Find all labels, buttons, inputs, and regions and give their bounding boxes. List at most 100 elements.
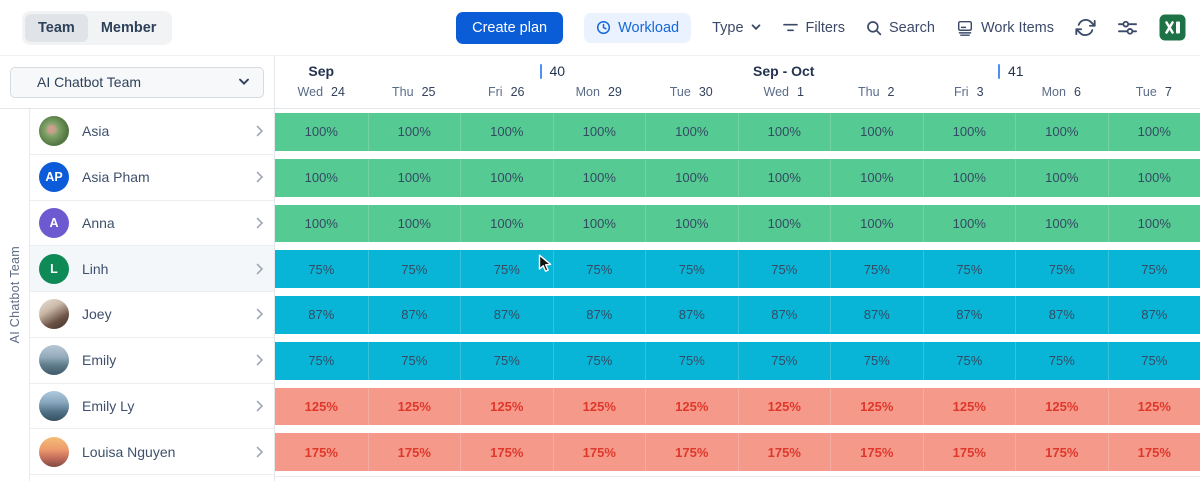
chevron-right-icon[interactable]: [254, 215, 266, 231]
filters-button[interactable]: Filters: [782, 20, 845, 36]
workload-cell[interactable]: 87%: [367, 296, 461, 334]
workload-cell[interactable]: 100%: [830, 204, 923, 243]
workload-cell[interactable]: 87%: [830, 296, 923, 334]
member-row[interactable]: L Linh: [30, 246, 274, 292]
workload-cell[interactable]: 100%: [460, 158, 553, 197]
workload-cell[interactable]: 87%: [737, 296, 831, 334]
member-row[interactable]: Asia: [30, 109, 274, 155]
workload-cell[interactable]: 100%: [922, 204, 1016, 243]
workload-cell[interactable]: 175%: [922, 433, 1016, 471]
workload-cell[interactable]: 100%: [304, 170, 338, 186]
type-dropdown[interactable]: Type: [712, 20, 760, 36]
workload-cell[interactable]: 125%: [1107, 387, 1200, 426]
workload-cell[interactable]: 175%: [1107, 433, 1200, 471]
workload-cell[interactable]: 125%: [1015, 387, 1108, 426]
workload-cell[interactable]: 100%: [737, 204, 831, 243]
workload-cell[interactable]: 100%: [1107, 204, 1200, 243]
workload-toggle[interactable]: Workload: [584, 12, 692, 43]
workload-cell[interactable]: 100%: [460, 204, 553, 243]
workload-cell[interactable]: 75%: [308, 261, 335, 277]
workload-cell[interactable]: 87%: [460, 296, 553, 334]
chevron-right-icon[interactable]: [254, 123, 266, 139]
workload-cell[interactable]: 75%: [460, 250, 553, 288]
workload-cell[interactable]: 100%: [367, 113, 461, 151]
member-row[interactable]: A Anna: [30, 200, 274, 247]
member-row[interactable]: Emily: [30, 337, 274, 384]
workload-cell[interactable]: 100%: [552, 158, 646, 197]
member-row[interactable]: Joey: [30, 292, 274, 338]
workload-cell[interactable]: 100%: [552, 204, 646, 243]
workload-cell[interactable]: 100%: [645, 158, 738, 197]
workload-cell[interactable]: 100%: [1107, 158, 1200, 197]
chevron-right-icon[interactable]: [254, 306, 266, 322]
create-plan-button[interactable]: Create plan: [456, 11, 564, 44]
workload-cell[interactable]: 75%: [308, 353, 335, 369]
workload-cell[interactable]: 87%: [552, 296, 646, 334]
workload-cell[interactable]: 75%: [645, 250, 738, 288]
workload-cell[interactable]: 100%: [1107, 113, 1200, 151]
workload-cell[interactable]: 75%: [830, 341, 923, 380]
workload-cell[interactable]: 125%: [460, 387, 553, 426]
workload-cell[interactable]: 100%: [737, 158, 831, 197]
workload-cell[interactable]: 87%: [308, 307, 335, 323]
workload-cell[interactable]: 175%: [367, 433, 461, 471]
workload-cell[interactable]: 75%: [552, 341, 646, 380]
workload-cell[interactable]: 75%: [1015, 250, 1108, 288]
workload-cell[interactable]: 100%: [1015, 204, 1108, 243]
workload-cell[interactable]: 100%: [830, 113, 923, 151]
member-toggle-button[interactable]: Member: [100, 19, 157, 36]
workload-cell[interactable]: 75%: [1107, 341, 1200, 380]
workload-cell[interactable]: 87%: [922, 296, 1016, 334]
workload-cell[interactable]: 175%: [830, 433, 923, 471]
workload-cell[interactable]: 175%: [552, 433, 646, 471]
workload-cell[interactable]: 100%: [1015, 158, 1108, 197]
workload-cell[interactable]: 125%: [304, 398, 338, 414]
chevron-right-icon[interactable]: [254, 261, 266, 277]
work-items-button[interactable]: Work Items: [956, 19, 1054, 37]
workload-cell[interactable]: 125%: [830, 387, 923, 426]
workload-cell[interactable]: 100%: [367, 204, 461, 243]
workload-cell[interactable]: 100%: [922, 158, 1016, 197]
workload-cell[interactable]: 75%: [645, 341, 738, 380]
workload-cell[interactable]: 100%: [645, 113, 738, 151]
workload-cell[interactable]: 100%: [922, 113, 1016, 151]
workload-cell[interactable]: 100%: [645, 204, 738, 243]
chevron-right-icon[interactable]: [254, 398, 266, 414]
workload-cell[interactable]: 75%: [1107, 250, 1200, 288]
workload-cell[interactable]: 100%: [830, 158, 923, 197]
member-row[interactable]: AP Asia Pham: [30, 154, 274, 201]
workload-cell[interactable]: 175%: [1015, 433, 1108, 471]
workload-cell[interactable]: 125%: [922, 387, 1016, 426]
workload-cell[interactable]: 125%: [552, 387, 646, 426]
workload-cell[interactable]: 75%: [367, 250, 461, 288]
workload-cell[interactable]: 175%: [645, 433, 738, 471]
workload-cell[interactable]: 87%: [645, 296, 738, 334]
workload-cell[interactable]: 100%: [737, 113, 831, 151]
workload-cell[interactable]: 175%: [737, 433, 831, 471]
workload-cell[interactable]: 100%: [304, 215, 338, 231]
workload-cell[interactable]: 125%: [645, 387, 738, 426]
chevron-right-icon[interactable]: [254, 352, 266, 368]
team-selector[interactable]: AI Chatbot Team: [10, 66, 264, 98]
workload-cell[interactable]: 100%: [367, 158, 461, 197]
workload-cell[interactable]: 75%: [460, 341, 553, 380]
workload-cell[interactable]: 75%: [922, 341, 1016, 380]
workload-cell[interactable]: 75%: [1015, 341, 1108, 380]
chevron-right-icon[interactable]: [254, 444, 266, 460]
member-row[interactable]: Louisa Nguyen: [30, 429, 274, 475]
settings-sliders-button[interactable]: [1117, 18, 1138, 37]
workload-cell[interactable]: 75%: [922, 250, 1016, 288]
workload-cell[interactable]: 87%: [1015, 296, 1108, 334]
workload-cell[interactable]: 125%: [367, 387, 461, 426]
workload-cell[interactable]: 75%: [552, 250, 646, 288]
workload-cell[interactable]: 75%: [367, 341, 461, 380]
workload-cell[interactable]: 175%: [304, 444, 338, 460]
workload-cell[interactable]: 100%: [304, 124, 338, 140]
team-toggle-button[interactable]: Team: [25, 13, 88, 42]
workload-cell[interactable]: 75%: [737, 250, 831, 288]
search-button[interactable]: Search: [866, 20, 935, 36]
workload-cell[interactable]: 100%: [460, 113, 553, 151]
workload-cell[interactable]: 125%: [737, 387, 831, 426]
workload-cell[interactable]: 75%: [830, 250, 923, 288]
excel-export-button[interactable]: [1159, 14, 1186, 41]
